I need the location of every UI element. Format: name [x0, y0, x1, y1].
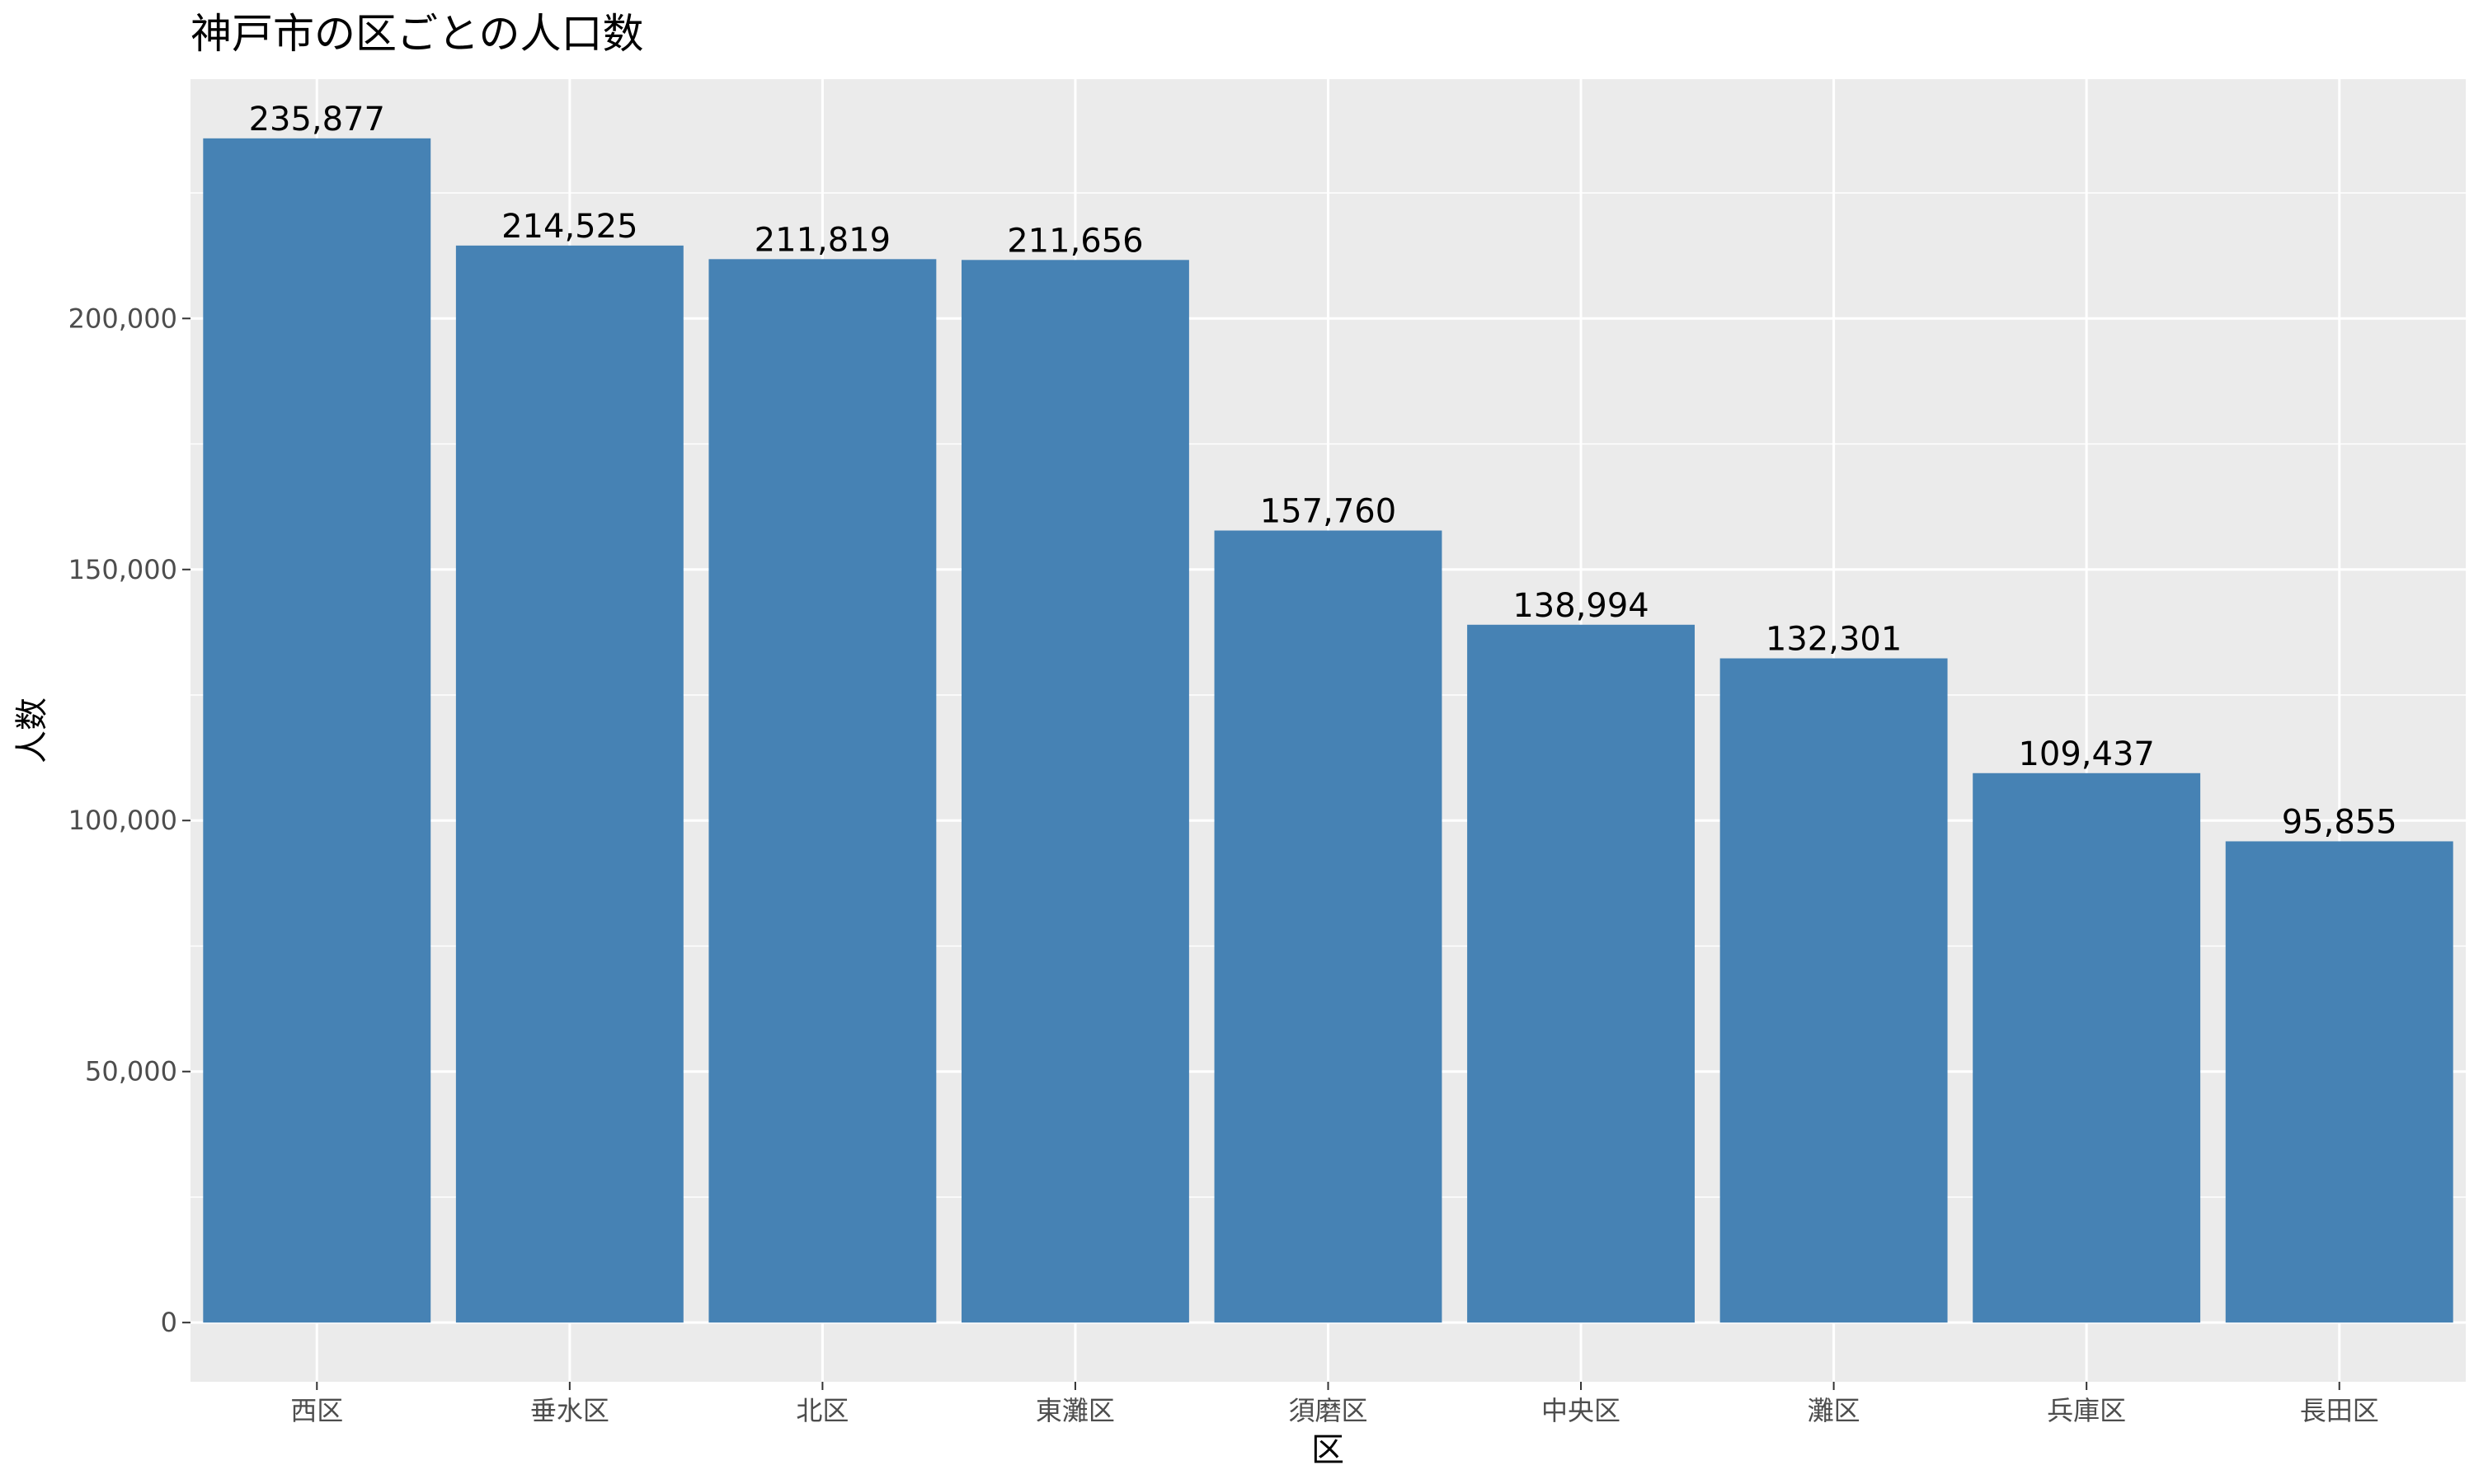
bar-value-label: 95,855 — [2282, 803, 2397, 841]
bar — [455, 245, 684, 1323]
y-tick-label: 200,000 — [68, 303, 177, 334]
bar — [708, 259, 937, 1323]
y-tick-label: 150,000 — [68, 554, 177, 585]
bar — [1467, 624, 1696, 1323]
x-axis: 西区 垂水区 北区 東灘区 須磨区 中央区 灘区 兵庫区 長田区 — [290, 1382, 2379, 1426]
bar — [961, 260, 1189, 1323]
bar — [2225, 841, 2453, 1323]
x-tick-label: 垂水区 — [530, 1395, 609, 1426]
bar-value-label: 211,819 — [755, 221, 891, 259]
bar-value-label: 138,994 — [1512, 587, 1649, 625]
x-tick-label: 灘区 — [1808, 1395, 1860, 1426]
bar — [1973, 773, 2201, 1323]
bars — [203, 138, 2453, 1323]
bar — [203, 138, 431, 1323]
bar — [1719, 658, 1948, 1323]
y-tick-label: 0 — [161, 1307, 177, 1338]
bar-value-label: 132,301 — [1766, 621, 1902, 659]
x-tick-label: 長田区 — [2300, 1395, 2379, 1426]
bar-value-label: 235,877 — [249, 101, 385, 139]
x-tick-label: 北区 — [796, 1395, 849, 1426]
bar — [1214, 530, 1442, 1323]
y-axis-title: 人数 — [13, 697, 51, 763]
bar-value-label: 214,525 — [501, 208, 637, 246]
bar-value-label: 109,437 — [2018, 735, 2154, 773]
bar-value-label: 157,760 — [1260, 493, 1396, 531]
y-tick-label: 100,000 — [68, 805, 177, 836]
x-tick-label: 東灘区 — [1036, 1395, 1115, 1426]
y-axis: 0 50,000 100,000 150,000 200,000 — [68, 303, 190, 1338]
x-axis-title: 区 — [1311, 1431, 1344, 1469]
y-tick-label: 50,000 — [85, 1056, 177, 1087]
x-tick-label: 兵庫区 — [2047, 1395, 2126, 1426]
x-tick-label: 須磨区 — [1288, 1395, 1367, 1426]
bar-value-label: 211,656 — [1007, 222, 1143, 260]
x-tick-label: 西区 — [290, 1395, 343, 1426]
x-tick-label: 中央区 — [1541, 1395, 1620, 1426]
bar-labels: 235,877 214,525 211,819 211,656 157,760 138,9… — [249, 101, 2397, 842]
chart-title: 神戸市の区ごとの人口数 — [190, 10, 644, 58]
